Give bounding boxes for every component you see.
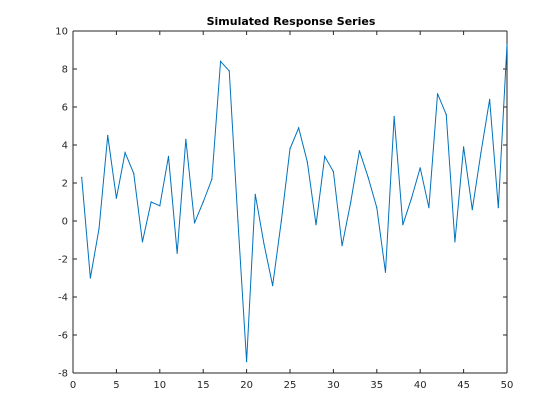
data-point <box>185 138 187 140</box>
data-point <box>107 134 109 137</box>
data-point <box>315 224 317 226</box>
data-point <box>133 172 135 175</box>
data-point <box>306 161 308 163</box>
data-point <box>115 197 117 199</box>
data-point <box>367 176 369 178</box>
chart-title: Simulated Response Series <box>207 15 376 28</box>
data-point <box>280 220 282 222</box>
data-point <box>193 222 196 224</box>
data-point <box>471 209 473 211</box>
data-point <box>89 277 91 279</box>
data-point <box>384 271 387 273</box>
data-point <box>497 207 499 209</box>
x-tick-label: 20 <box>240 380 253 391</box>
data-point <box>463 146 465 148</box>
data-point <box>332 171 334 173</box>
data-point <box>402 224 404 226</box>
x-tick-label: 40 <box>414 380 427 391</box>
data-point <box>358 150 361 152</box>
y-tick-label: 8 <box>62 65 68 76</box>
data-point <box>202 201 204 203</box>
data-point <box>228 70 230 72</box>
x-tick-label: 0 <box>70 380 76 391</box>
data-point <box>246 361 248 363</box>
data-point <box>480 152 482 154</box>
data-point <box>272 285 274 287</box>
data-point <box>298 127 300 129</box>
data-point <box>176 252 178 254</box>
y-tick-label: 2 <box>62 179 68 190</box>
data-point <box>167 155 170 157</box>
data-point <box>124 152 126 154</box>
series-line-1 <box>81 44 508 362</box>
data-point <box>341 245 343 247</box>
x-tick-label: 35 <box>370 380 383 391</box>
data-point <box>150 201 152 203</box>
series-group <box>81 43 508 363</box>
data-point <box>141 241 144 243</box>
data-point <box>454 241 456 243</box>
data-point <box>219 60 222 63</box>
y-tick-label: -2 <box>58 255 68 266</box>
data-point <box>159 205 161 207</box>
data-point <box>81 176 83 178</box>
data-point <box>436 93 439 95</box>
x-tick-label: 25 <box>284 380 297 391</box>
axis-ticks: 0 5 10 15 20 25 30 35 40 45 50 -8 -6 -4 -2 0 2 4 6 8 10 <box>55 27 513 392</box>
data-point <box>428 207 430 209</box>
y-tick-label: 10 <box>55 27 68 38</box>
y-tick-label: -8 <box>58 369 68 380</box>
y-tick-label: 4 <box>62 141 68 152</box>
data-point <box>489 98 491 100</box>
data-point <box>254 193 256 195</box>
y-tick-label: -4 <box>58 293 68 304</box>
data-point <box>445 114 447 116</box>
data-point <box>506 43 508 45</box>
data-point <box>393 115 395 118</box>
x-tick-label: 30 <box>327 380 340 391</box>
x-tick-label: 10 <box>153 380 166 391</box>
y-tick-label: 6 <box>62 103 68 114</box>
x-tick-label: 15 <box>197 380 210 391</box>
data-point <box>98 228 100 230</box>
data-point <box>324 155 326 157</box>
x-tick-label: 50 <box>501 380 514 391</box>
data-point <box>237 220 239 222</box>
y-tick-label: 0 <box>62 217 68 228</box>
data-point <box>376 207 378 209</box>
plot-area <box>73 31 507 373</box>
y-tick-label: -6 <box>58 331 68 342</box>
data-point <box>350 201 352 203</box>
data-point <box>410 197 413 199</box>
x-tick-label: 5 <box>113 380 119 391</box>
data-point <box>289 148 291 150</box>
x-tick-label: 45 <box>457 380 470 391</box>
data-point <box>419 167 421 169</box>
data-point <box>263 243 265 245</box>
data-point <box>211 178 213 180</box>
